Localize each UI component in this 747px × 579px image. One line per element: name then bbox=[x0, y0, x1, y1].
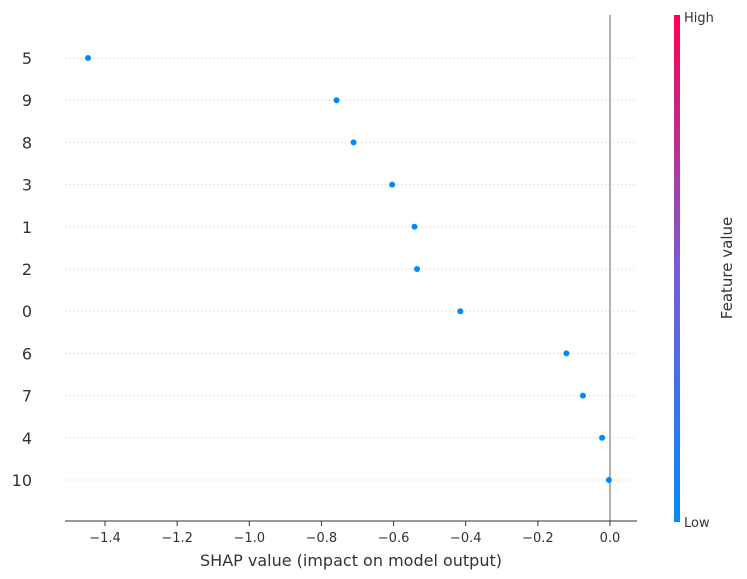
data-point bbox=[414, 266, 421, 272]
colorbar-high-label: High bbox=[684, 11, 714, 26]
y-tick-label: 5 bbox=[22, 49, 32, 68]
x-tick-label: −0.4 bbox=[450, 531, 482, 546]
data-point bbox=[457, 308, 464, 315]
y-tick-label: 7 bbox=[22, 387, 32, 406]
y-tick-label: 3 bbox=[22, 176, 32, 195]
data-points bbox=[85, 55, 612, 483]
data-point bbox=[605, 477, 612, 483]
y-tick-label: 10 bbox=[12, 471, 32, 490]
y-tick-label: 0 bbox=[22, 302, 32, 321]
y-tick-label: 9 bbox=[22, 91, 32, 110]
x-tick-label: 0.0 bbox=[600, 531, 621, 546]
row-gridlines bbox=[65, 57, 637, 481]
data-point bbox=[333, 97, 340, 104]
colorbar-title: Feature value bbox=[718, 217, 736, 319]
y-tick-label: 6 bbox=[22, 344, 32, 363]
x-tick-label: −0.8 bbox=[306, 531, 338, 546]
colorbar-low-label: Low bbox=[684, 516, 710, 531]
y-tick-label: 2 bbox=[22, 260, 32, 279]
data-point bbox=[389, 181, 396, 188]
x-tick-label: −1.0 bbox=[233, 531, 265, 546]
x-tick-label: −0.2 bbox=[522, 531, 554, 546]
y-tick-label: 4 bbox=[22, 429, 32, 448]
colorbar bbox=[674, 15, 680, 522]
data-point bbox=[85, 55, 92, 61]
x-tick-label: −1.4 bbox=[89, 531, 121, 546]
data-point bbox=[599, 434, 606, 441]
y-tick-labels: 5 9 8 3 1 2 0 6 7 4 10 bbox=[12, 49, 32, 490]
data-point bbox=[563, 350, 570, 357]
x-tick-label: −0.6 bbox=[378, 531, 410, 546]
y-tick-label: 8 bbox=[22, 133, 32, 152]
data-point bbox=[411, 223, 418, 230]
x-tick-label: −1.2 bbox=[161, 531, 193, 546]
data-point bbox=[350, 139, 357, 146]
data-point bbox=[579, 392, 586, 399]
x-axis-label: SHAP value (impact on model output) bbox=[200, 551, 502, 570]
x-ticks: −1.4 −1.2 −1.0 −0.8 −0.6 −0.4 −0.2 0.0 bbox=[89, 521, 620, 546]
y-tick-label: 1 bbox=[22, 218, 32, 237]
